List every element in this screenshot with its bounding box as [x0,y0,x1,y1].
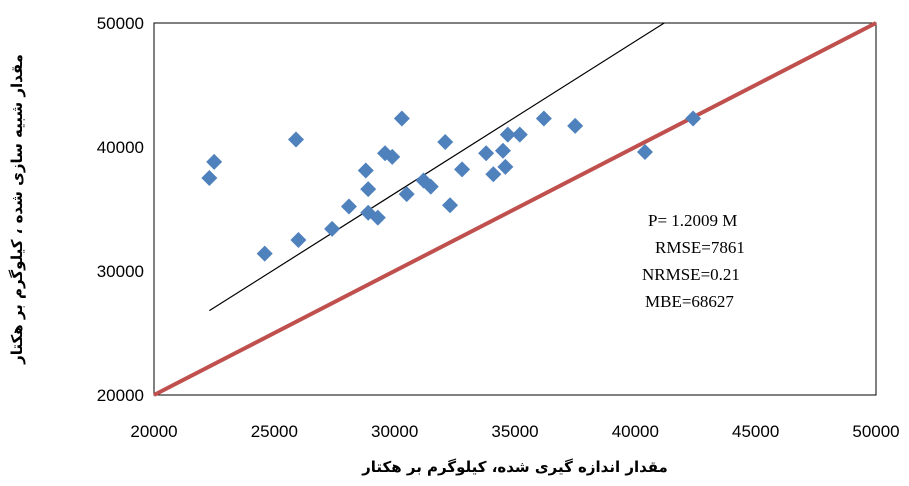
data-point [454,161,471,178]
data-points [201,110,702,262]
data-point [287,131,304,148]
data-point [398,186,415,203]
x-tick-label: 25000 [251,422,298,441]
y-tick-label: 30000 [97,262,144,281]
data-point [393,110,410,127]
data-point [360,181,377,198]
data-point [206,153,223,170]
x-tick-label: 50000 [852,422,899,441]
y-tick-label: 40000 [97,138,144,157]
annotation-line-1: P= 1.2009 M [648,211,737,230]
data-point [201,170,218,186]
data-point [485,166,502,183]
trend-line [209,22,665,312]
x-tick-label: 45000 [732,422,779,441]
x-axis-title: مقدار اندازه گیری شده، کیلوگرم بر هکتار [361,458,668,476]
y-axis-title: مقدار شبیه سازی شده ، کیلوگرم بر هکتار [8,54,26,365]
x-tick-labels: 20000 25000 30000 35000 40000 45000 50000 [130,422,899,441]
data-point [511,126,528,143]
x-tick-label: 20000 [130,422,177,441]
y-tick-label: 50000 [97,14,144,33]
annotation-line-4: MBE=68627 [645,292,734,311]
data-point [422,178,439,195]
data-point [497,158,514,175]
data-point [324,220,341,237]
reference-line [153,21,877,397]
y-tick-label: 20000 [97,386,144,405]
data-point [437,134,454,151]
data-point [494,142,511,159]
x-tick-label: 30000 [371,422,418,441]
data-point [384,148,401,165]
data-point [478,145,495,162]
statistics-annotation: P= 1.2009 M RMSE=7861 NRMSE=0.21 MBE=686… [642,211,745,311]
data-point [567,117,584,134]
annotation-line-2: RMSE=7861 [655,238,745,257]
y-tick-labels: 20000 30000 40000 50000 [97,14,144,405]
data-point [256,245,273,262]
data-point [636,143,653,160]
data-point [357,162,374,179]
data-point [340,198,357,215]
x-tick-label: 40000 [612,422,659,441]
annotation-line-3: NRMSE=0.21 [642,265,740,284]
data-point [442,197,459,214]
data-point [499,126,516,143]
data-point [369,209,386,226]
data-point [535,110,552,127]
x-tick-label: 35000 [491,422,538,441]
data-point [290,232,307,248]
data-point [685,110,702,127]
